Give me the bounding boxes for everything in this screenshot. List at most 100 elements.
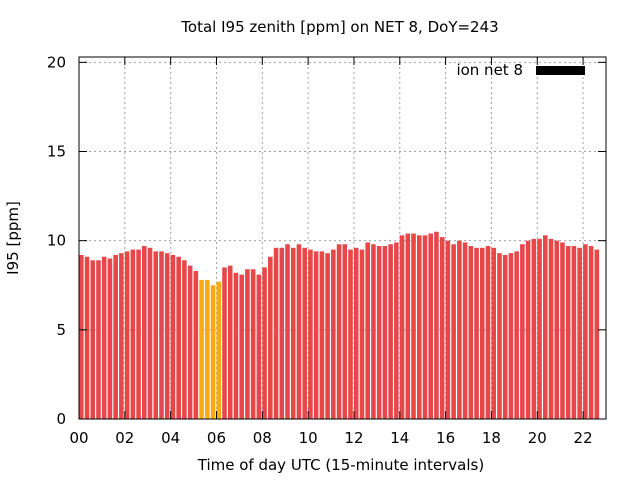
bar bbox=[79, 254, 84, 419]
bar bbox=[411, 233, 416, 419]
bar bbox=[199, 279, 204, 419]
bar bbox=[491, 247, 497, 419]
bar bbox=[233, 272, 239, 419]
bar bbox=[520, 244, 525, 419]
bar bbox=[336, 244, 342, 419]
bar bbox=[560, 242, 565, 419]
bar bbox=[107, 258, 113, 419]
bar bbox=[239, 274, 244, 419]
bar bbox=[537, 238, 542, 419]
bar bbox=[268, 256, 273, 419]
x-tick-label: 04 bbox=[161, 429, 180, 447]
bar bbox=[416, 235, 422, 419]
bar bbox=[84, 256, 90, 419]
bar bbox=[182, 260, 187, 419]
bar bbox=[279, 247, 285, 419]
bar bbox=[388, 244, 393, 419]
bar bbox=[485, 246, 491, 419]
bar bbox=[245, 269, 250, 419]
x-tick-label: 06 bbox=[207, 429, 226, 447]
bar bbox=[302, 247, 307, 419]
y-tick-label: 20 bbox=[47, 53, 66, 71]
bar bbox=[313, 251, 319, 419]
bar bbox=[428, 233, 433, 419]
bar bbox=[176, 256, 181, 419]
bar bbox=[451, 244, 456, 419]
bar bbox=[130, 249, 136, 419]
x-axis: 00 02 04 06 08 10 12 14 16 18 20 22 bbox=[69, 57, 593, 447]
bar bbox=[588, 246, 594, 419]
x-tick-label: 18 bbox=[482, 429, 501, 447]
x-tick-label: 20 bbox=[528, 429, 547, 447]
bar bbox=[250, 269, 256, 419]
bar bbox=[394, 242, 399, 419]
bar bbox=[296, 244, 302, 419]
x-tick-label: 02 bbox=[115, 429, 134, 447]
legend: ion net 8 bbox=[456, 61, 585, 79]
y-axis-label: I95 [ppm] bbox=[4, 201, 22, 275]
bar bbox=[124, 251, 130, 419]
bar bbox=[285, 244, 290, 419]
chart-title: Total I95 zenith [ppm] on NET 8, DoY=243 bbox=[180, 18, 498, 36]
bar bbox=[256, 274, 262, 419]
bar bbox=[376, 246, 382, 419]
bar bbox=[474, 247, 479, 419]
x-tick-label: 16 bbox=[436, 429, 455, 447]
bar bbox=[577, 247, 582, 419]
bar bbox=[113, 254, 118, 419]
bar bbox=[153, 251, 159, 419]
bar bbox=[342, 244, 348, 419]
x-tick-label: 10 bbox=[299, 429, 318, 447]
bar bbox=[565, 246, 571, 419]
bar bbox=[119, 253, 124, 419]
y-tick-label: 10 bbox=[47, 232, 66, 250]
bar bbox=[273, 247, 279, 419]
y-axis: 0 5 10 15 20 bbox=[47, 53, 606, 428]
bar bbox=[371, 244, 376, 419]
bar bbox=[457, 240, 462, 419]
bar bbox=[262, 267, 267, 419]
bar bbox=[325, 253, 330, 419]
bar bbox=[348, 249, 353, 419]
x-tick-label: 08 bbox=[253, 429, 272, 447]
bar bbox=[445, 240, 451, 419]
bar bbox=[359, 249, 365, 419]
x-axis-label: Time of day UTC (15-minute intervals) bbox=[197, 456, 484, 474]
bar bbox=[290, 247, 296, 419]
bar bbox=[508, 253, 514, 419]
bar bbox=[193, 270, 199, 419]
legend-label: ion net 8 bbox=[456, 61, 523, 79]
y-tick-label: 15 bbox=[47, 143, 66, 161]
bar bbox=[353, 247, 359, 419]
bar bbox=[101, 256, 107, 419]
legend-swatch bbox=[536, 66, 585, 75]
bar bbox=[434, 231, 439, 419]
bar bbox=[308, 249, 313, 419]
bar bbox=[462, 242, 468, 419]
bar bbox=[571, 246, 577, 419]
bar bbox=[90, 260, 96, 419]
x-tick-label: 22 bbox=[574, 429, 593, 447]
bar bbox=[222, 267, 227, 419]
x-tick-label: 12 bbox=[344, 429, 363, 447]
bar bbox=[382, 246, 388, 419]
bar bbox=[497, 253, 502, 419]
bar bbox=[164, 253, 170, 419]
bar bbox=[187, 265, 193, 419]
bar bbox=[216, 281, 222, 419]
x-tick-label: 00 bbox=[69, 429, 88, 447]
bar bbox=[147, 247, 153, 419]
bar bbox=[479, 247, 485, 419]
plot-border bbox=[78, 56, 607, 420]
bar bbox=[136, 249, 141, 419]
bar bbox=[554, 240, 560, 419]
y-tick-label: 5 bbox=[56, 321, 66, 339]
bar bbox=[468, 246, 474, 419]
bar bbox=[399, 235, 405, 419]
bar bbox=[439, 237, 445, 419]
bar bbox=[594, 249, 600, 419]
bar bbox=[159, 251, 164, 419]
bar bbox=[170, 254, 176, 419]
bar bbox=[548, 238, 554, 419]
